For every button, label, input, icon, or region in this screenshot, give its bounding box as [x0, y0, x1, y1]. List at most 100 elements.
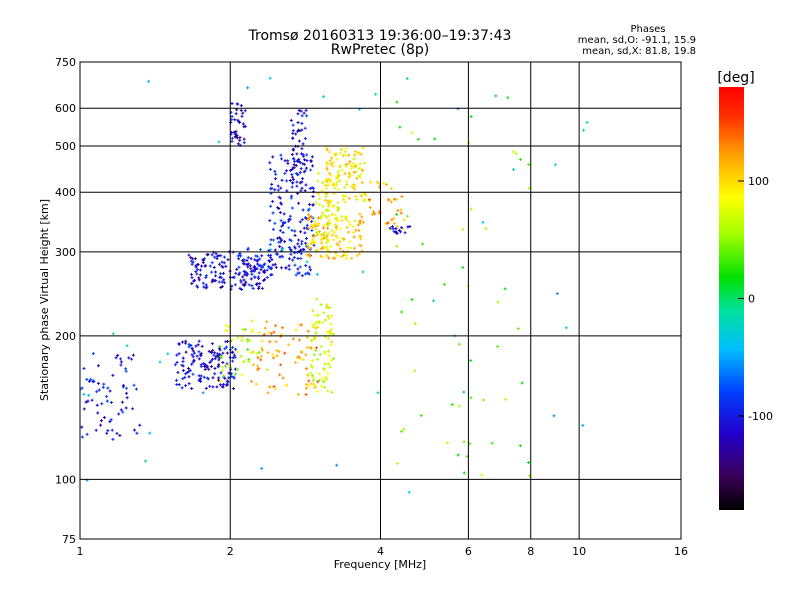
data-point	[324, 187, 328, 191]
data-point	[310, 186, 314, 190]
data-point	[256, 258, 260, 262]
data-point	[274, 172, 278, 176]
data-point	[405, 77, 409, 81]
data-point	[327, 354, 331, 358]
data-point	[232, 387, 236, 391]
data-point	[245, 262, 249, 266]
data-point	[232, 275, 236, 279]
data-point	[332, 204, 336, 208]
data-point	[354, 170, 358, 174]
data-point	[197, 278, 201, 282]
data-point	[114, 356, 118, 360]
data-point	[311, 326, 315, 330]
data-point	[413, 322, 417, 326]
data-point	[210, 342, 214, 346]
data-point	[368, 205, 372, 209]
data-point	[82, 392, 86, 396]
data-point	[218, 344, 222, 348]
data-point	[238, 138, 242, 142]
data-point	[287, 343, 291, 347]
data-point	[278, 196, 282, 200]
data-point	[181, 356, 185, 360]
data-point	[295, 355, 299, 359]
data-point	[347, 175, 351, 179]
data-point	[310, 239, 314, 243]
data-point	[355, 254, 359, 258]
data-point	[326, 389, 330, 393]
data-point	[224, 264, 228, 268]
data-point	[324, 209, 328, 213]
data-point	[582, 128, 586, 132]
data-point	[177, 383, 181, 387]
data-point	[345, 179, 349, 183]
data-point	[457, 342, 461, 346]
data-point	[368, 180, 372, 184]
data-point	[230, 139, 234, 143]
data-point	[357, 252, 361, 256]
data-point	[195, 354, 199, 358]
data-point	[218, 348, 222, 352]
data-point	[243, 327, 247, 331]
data-point	[306, 329, 310, 333]
data-point	[241, 262, 245, 266]
data-point	[191, 355, 195, 359]
data-point	[201, 258, 205, 262]
data-point	[375, 180, 379, 184]
data-point	[296, 392, 300, 396]
data-point	[195, 284, 199, 288]
data-point	[283, 159, 287, 163]
data-point	[297, 245, 301, 249]
y-axis-ticks: 75 100 200 300 400 500 600 750	[55, 56, 76, 546]
data-point	[299, 252, 303, 256]
data-point	[183, 375, 187, 379]
data-point	[203, 367, 207, 371]
data-point	[337, 169, 341, 173]
data-point	[220, 260, 224, 264]
data-point	[225, 382, 229, 386]
data-point	[305, 243, 309, 247]
data-point	[236, 142, 240, 146]
data-point	[187, 342, 191, 346]
data-point	[413, 369, 417, 373]
data-point	[190, 282, 194, 286]
data-point	[300, 351, 304, 355]
data-point	[191, 349, 195, 353]
data-point	[84, 400, 88, 404]
data-point	[121, 385, 125, 389]
data-point	[406, 225, 410, 229]
data-point	[246, 86, 250, 90]
data-point	[248, 338, 252, 342]
data-point	[468, 442, 472, 446]
data-point	[305, 159, 309, 163]
data-point	[235, 267, 239, 271]
data-point	[205, 253, 209, 257]
data-point	[313, 385, 317, 389]
data-point	[358, 212, 362, 216]
data-point	[214, 274, 218, 278]
data-point	[190, 353, 194, 357]
data-point	[345, 254, 349, 258]
chart-title: Tromsø 20160313 19:36:00–19:37:43	[248, 28, 512, 44]
data-point	[317, 192, 321, 196]
data-point	[300, 180, 304, 184]
data-point	[218, 383, 222, 387]
data-point	[109, 400, 113, 404]
data-point	[344, 217, 348, 221]
data-point	[330, 233, 334, 237]
y-tick-label: 75	[62, 533, 76, 546]
data-point	[273, 262, 277, 266]
data-point	[297, 139, 301, 143]
data-point	[292, 163, 296, 167]
data-point	[304, 236, 308, 240]
data-point	[217, 262, 221, 266]
data-point	[301, 142, 305, 146]
data-point	[323, 368, 327, 372]
data-point	[269, 248, 273, 252]
data-point	[348, 240, 352, 244]
data-point	[352, 187, 356, 191]
data-point	[320, 255, 324, 259]
data-point	[297, 157, 301, 161]
data-point	[270, 273, 274, 277]
data-point	[197, 357, 201, 361]
data-point	[279, 186, 283, 190]
